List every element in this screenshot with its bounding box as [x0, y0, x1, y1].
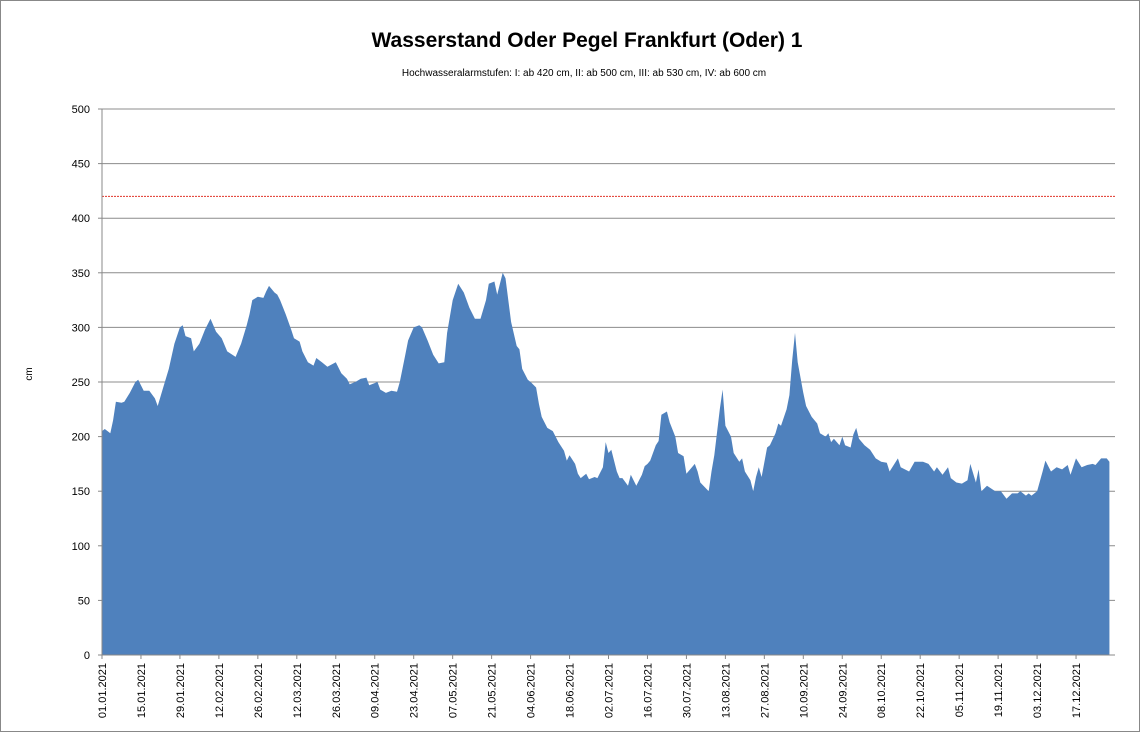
- x-tick-label: 01.01.2021: [97, 663, 109, 718]
- y-tick-label: 450: [72, 159, 90, 171]
- y-tick-label: 50: [78, 595, 90, 607]
- x-tick-label: 30.07.2021: [681, 663, 693, 718]
- x-tick-label: 03.12.2021: [1032, 663, 1044, 718]
- x-tick-label: 27.08.2021: [759, 663, 771, 718]
- area: [102, 272, 1110, 655]
- x-tick-label: 17.12.2021: [1071, 663, 1083, 718]
- y-tick-label: 300: [72, 322, 90, 334]
- y-tick-label: 500: [72, 104, 90, 116]
- x-tick-label: 10.09.2021: [798, 663, 810, 718]
- y-axis-label: cm: [24, 367, 35, 380]
- x-tick-label: 15.01.2021: [136, 663, 148, 718]
- x-tick-label: 23.04.2021: [409, 663, 421, 718]
- axes: 0 50 100 150 200 250 300 350 400 450 500 01.01.2021…: [72, 104, 1115, 718]
- y-tick-label: 100: [72, 541, 90, 553]
- x-tick-label: 24.09.2021: [837, 663, 849, 718]
- chart-title: Wasserstand Oder Pegel Frankfurt (Oder) …: [371, 29, 802, 52]
- x-tick-label: 29.01.2021: [175, 663, 187, 718]
- plot: [102, 195, 1115, 655]
- y-tick-label: 150: [72, 486, 90, 498]
- y-tick-label: 350: [72, 268, 90, 280]
- x-tick-label: 13.08.2021: [720, 663, 732, 718]
- y-tick-label: 400: [72, 213, 90, 225]
- x-tick-label: 12.03.2021: [292, 663, 304, 718]
- x-tick-label: 08.10.2021: [876, 663, 888, 718]
- x-tick-label: 19.11.2021: [993, 663, 1005, 717]
- y-tick-label: 250: [72, 377, 90, 389]
- x-tick-label: 02.07.2021: [604, 663, 616, 718]
- x-tick-label: 07.05.2021: [448, 663, 460, 718]
- y-tick-label: 0: [84, 650, 90, 662]
- chart-subtitle: Hochwasseralarmstufen: I: ab 420 cm, II:…: [402, 68, 766, 79]
- x-tick-label: 09.04.2021: [370, 663, 382, 718]
- x-tick-label: 21.05.2021: [487, 663, 499, 718]
- y-tick-label: 200: [72, 432, 90, 444]
- x-tick-label: 05.11.2021: [954, 663, 966, 717]
- x-tick-label: 12.02.2021: [214, 663, 226, 718]
- x-tick-label: 16.07.2021: [642, 663, 654, 718]
- x-tick-label: 22.10.2021: [915, 663, 927, 718]
- x-tick-label: 04.06.2021: [526, 663, 538, 718]
- x-tick-label: 18.06.2021: [565, 663, 577, 718]
- x-tick-label: 26.03.2021: [331, 663, 343, 718]
- x-tick-label: 26.02.2021: [253, 663, 265, 718]
